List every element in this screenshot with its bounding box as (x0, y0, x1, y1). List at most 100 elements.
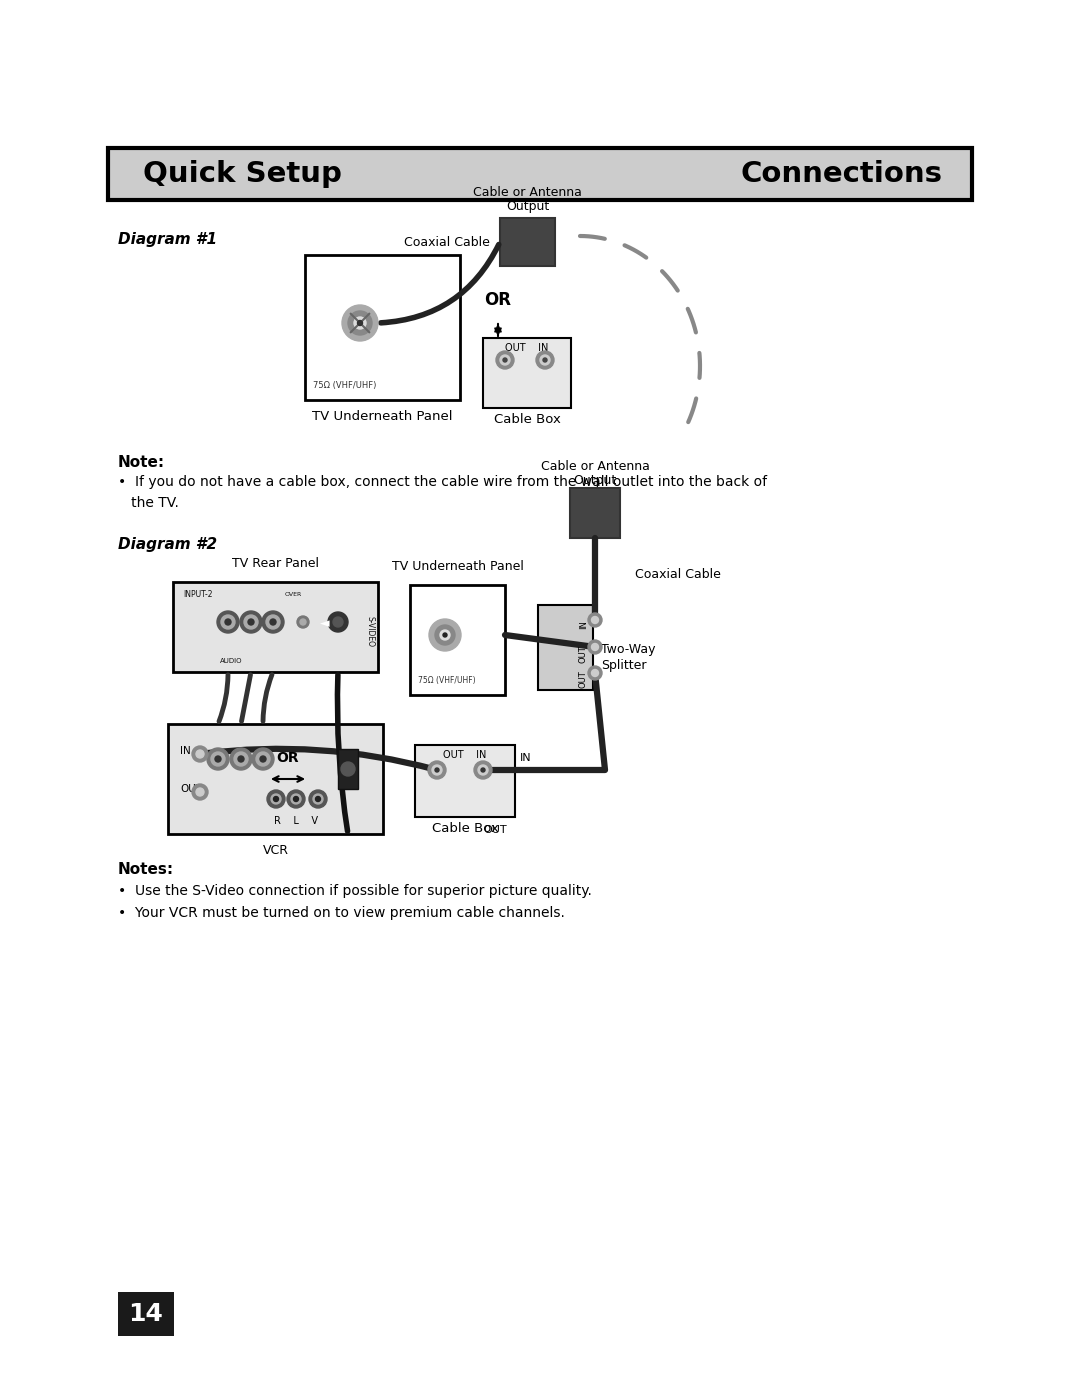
Bar (305, 256, 460, 400)
Text: Note:: Note: (118, 455, 165, 469)
Circle shape (221, 615, 235, 629)
Circle shape (309, 789, 327, 807)
Circle shape (474, 761, 492, 780)
Text: Cable Box: Cable Box (494, 414, 561, 426)
Text: ◄: ◄ (320, 617, 329, 630)
Text: OUT: OUT (579, 671, 588, 687)
Circle shape (443, 633, 447, 637)
Circle shape (328, 612, 348, 631)
Bar (410, 585, 505, 694)
Circle shape (440, 630, 450, 640)
Circle shape (543, 358, 546, 362)
Bar (108, 148, 972, 200)
Circle shape (266, 615, 280, 629)
Circle shape (271, 793, 281, 805)
Text: OUT: OUT (483, 826, 507, 835)
Circle shape (428, 761, 446, 780)
Circle shape (211, 752, 225, 766)
Text: OUT    IN: OUT IN (443, 750, 487, 760)
Bar (570, 488, 620, 538)
Bar (118, 1292, 174, 1336)
Text: AUDIO: AUDIO (219, 658, 242, 664)
Text: Output: Output (573, 474, 617, 488)
Circle shape (294, 796, 298, 802)
Bar (500, 218, 555, 265)
Text: 75Ω (VHF/UHF): 75Ω (VHF/UHF) (418, 676, 475, 685)
Circle shape (478, 766, 488, 775)
Circle shape (341, 761, 355, 775)
Bar (538, 605, 593, 690)
Circle shape (287, 789, 305, 807)
Text: Two-Way: Two-Way (600, 644, 656, 657)
Text: VCR: VCR (262, 844, 288, 856)
Circle shape (592, 616, 598, 623)
Circle shape (195, 788, 204, 796)
Circle shape (313, 793, 323, 805)
Circle shape (207, 747, 229, 770)
Circle shape (256, 752, 270, 766)
Text: Notes:: Notes: (118, 862, 174, 877)
Text: OR: OR (276, 752, 299, 766)
Circle shape (435, 624, 455, 645)
Circle shape (192, 746, 208, 761)
Text: R    L    V: R L V (274, 816, 318, 826)
Bar (483, 338, 571, 408)
Circle shape (429, 619, 461, 651)
Circle shape (315, 796, 321, 802)
Text: OUT: OUT (579, 645, 588, 662)
Circle shape (215, 756, 221, 761)
Circle shape (496, 351, 514, 369)
Text: OUT: OUT (180, 784, 202, 793)
Circle shape (225, 619, 231, 624)
Circle shape (536, 351, 554, 369)
Text: TV Underneath Panel: TV Underneath Panel (392, 560, 524, 573)
Text: •  Your VCR must be turned on to view premium cable channels.: • Your VCR must be turned on to view pre… (118, 907, 565, 921)
Bar (168, 724, 383, 834)
Text: OR: OR (485, 291, 512, 309)
Circle shape (248, 619, 254, 624)
Circle shape (348, 312, 372, 335)
Text: Quick Setup: Quick Setup (143, 161, 342, 189)
Text: Coaxial Cable: Coaxial Cable (635, 569, 720, 581)
Circle shape (252, 747, 274, 770)
Circle shape (297, 616, 309, 629)
Text: TV Rear Panel: TV Rear Panel (232, 557, 319, 570)
Circle shape (540, 355, 550, 365)
Text: IN: IN (579, 620, 588, 629)
Text: Cable or Antenna: Cable or Antenna (473, 186, 582, 198)
Text: •  If you do not have a cable box, connect the cable wire from the wall outlet i: • If you do not have a cable box, connec… (118, 475, 767, 510)
Text: Connections: Connections (740, 161, 942, 189)
Circle shape (192, 784, 208, 800)
Circle shape (217, 610, 239, 633)
Text: 75Ω (VHF/UHF): 75Ω (VHF/UHF) (313, 381, 376, 390)
Circle shape (260, 756, 266, 761)
Circle shape (592, 644, 598, 651)
Circle shape (592, 669, 598, 676)
Circle shape (588, 640, 602, 654)
Circle shape (342, 305, 378, 341)
Text: TV Underneath Panel: TV Underneath Panel (312, 409, 453, 423)
Text: Diagram #2: Diagram #2 (118, 536, 217, 552)
Text: OVER: OVER (284, 592, 301, 597)
Bar (338, 749, 357, 789)
Text: Output: Output (505, 200, 549, 212)
Circle shape (357, 320, 363, 326)
Text: IN: IN (519, 753, 531, 763)
Circle shape (588, 613, 602, 627)
Text: Cable or Antenna: Cable or Antenna (541, 460, 649, 474)
Bar (415, 745, 515, 817)
Text: 14: 14 (129, 1302, 163, 1326)
Circle shape (300, 619, 306, 624)
Circle shape (291, 793, 301, 805)
Circle shape (240, 610, 262, 633)
Circle shape (238, 756, 244, 761)
Circle shape (273, 796, 279, 802)
Circle shape (244, 615, 258, 629)
Bar (173, 583, 378, 672)
Circle shape (267, 789, 285, 807)
Text: OUT    IN: OUT IN (505, 344, 549, 353)
Text: INPUT-2: INPUT-2 (183, 590, 213, 599)
Circle shape (195, 750, 204, 759)
Circle shape (333, 617, 343, 627)
Circle shape (503, 358, 507, 362)
